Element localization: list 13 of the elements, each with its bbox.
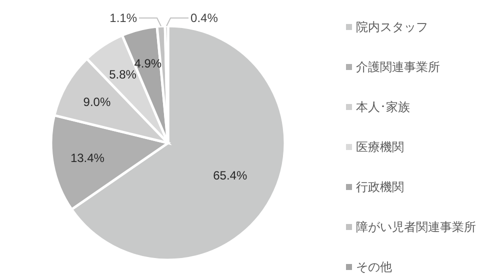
legend-label: 障がい児者関連事業所: [356, 218, 476, 236]
data-label: 65.4%: [213, 168, 248, 183]
legend-label: 本人･家族: [356, 98, 410, 116]
data-label: 5.8%: [109, 68, 137, 82]
legend-label: その他: [356, 258, 392, 276]
legend-label: 院内スタッフ: [356, 18, 428, 36]
data-label: 1.1%: [110, 11, 138, 25]
data-label: 0.4%: [190, 11, 218, 25]
legend-label: 医療機関: [356, 138, 404, 156]
legend-label: 行政機関: [356, 178, 404, 196]
data-label: 9.0%: [83, 95, 111, 110]
data-label: 13.4%: [70, 150, 105, 165]
legend-label: 介護関連事業所: [356, 58, 440, 76]
